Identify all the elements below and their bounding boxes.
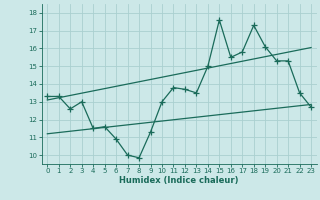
X-axis label: Humidex (Indice chaleur): Humidex (Indice chaleur)	[119, 176, 239, 185]
